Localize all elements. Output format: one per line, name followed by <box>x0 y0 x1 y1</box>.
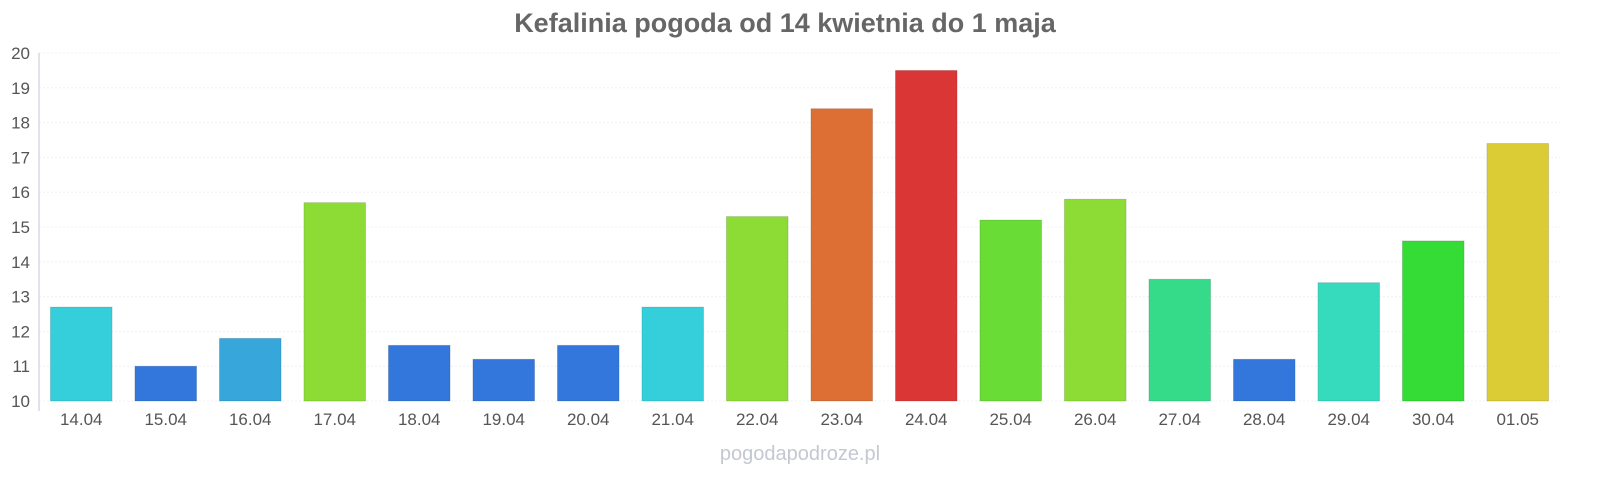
bar-27.04[interactable] <box>1148 278 1211 402</box>
bar-22.04[interactable] <box>726 216 789 402</box>
y-tick-label: 17 <box>11 148 30 167</box>
x-tick-label: 20.04 <box>567 410 610 429</box>
x-tick-label: 25.04 <box>989 410 1032 429</box>
x-axis: 14.04 15.04 16.04 17.04 18.04 19.04 20.04 21.04… <box>60 410 1539 429</box>
bar-30.04[interactable] <box>1402 240 1465 402</box>
y-tick-label: 18 <box>11 114 30 133</box>
y-tick-label: 11 <box>12 357 30 376</box>
x-tick-label: 18.04 <box>398 410 441 429</box>
y-tick-label: 20 <box>11 44 30 63</box>
x-tick-label: 15.04 <box>144 410 187 429</box>
bar-20.04[interactable] <box>557 344 620 402</box>
y-axis: 10 11 12 13 14 15 16 17 18 19 20 <box>11 44 30 411</box>
bar-19.04[interactable] <box>472 358 535 402</box>
x-tick-label: 19.04 <box>482 410 525 429</box>
bar-14.04[interactable] <box>50 306 113 402</box>
bar-24.04[interactable] <box>895 70 958 402</box>
x-tick-label: 21.04 <box>651 410 694 429</box>
x-tick-label: 29.04 <box>1327 410 1370 429</box>
bar-26.04[interactable] <box>1064 198 1127 402</box>
bar-23.04[interactable] <box>810 108 873 402</box>
bar-21.04[interactable] <box>641 306 704 402</box>
bar-25.04[interactable] <box>979 219 1042 402</box>
bar-17.04[interactable] <box>303 202 366 402</box>
x-tick-label: 30.04 <box>1412 410 1455 429</box>
bar-16.04[interactable] <box>219 337 282 402</box>
bar-15.04[interactable] <box>134 365 197 402</box>
x-tick-label: 27.04 <box>1158 410 1201 429</box>
x-tick-label: 22.04 <box>736 410 779 429</box>
x-tick-label: 17.04 <box>313 410 356 429</box>
x-tick-label: 01.05 <box>1496 410 1539 429</box>
y-tick-label: 12 <box>11 322 30 341</box>
watermark: pogodapodroze.pl <box>720 443 880 465</box>
bar-18.04[interactable] <box>388 344 451 402</box>
y-tick-label: 13 <box>11 288 30 307</box>
y-tick-label: 10 <box>11 392 30 411</box>
bar-28.04[interactable] <box>1233 358 1296 402</box>
x-tick-label: 26.04 <box>1074 410 1117 429</box>
x-tick-label: 28.04 <box>1243 410 1286 429</box>
y-tick-label: 14 <box>11 253 30 272</box>
chart-title: Kefalinia pogoda od 14 kwietnia do 1 maj… <box>514 8 1057 38</box>
bars <box>50 70 1549 402</box>
x-tick-label: 16.04 <box>229 410 272 429</box>
x-tick-label: 24.04 <box>905 410 948 429</box>
y-tick-label: 16 <box>11 183 30 202</box>
y-tick-label: 19 <box>11 79 30 98</box>
grid <box>39 52 1560 402</box>
x-tick-label: 14.04 <box>60 410 103 429</box>
y-tick-label: 15 <box>11 218 30 237</box>
bar-01.05[interactable] <box>1486 143 1549 402</box>
x-tick-label: 23.04 <box>820 410 863 429</box>
bar-29.04[interactable] <box>1317 282 1380 402</box>
